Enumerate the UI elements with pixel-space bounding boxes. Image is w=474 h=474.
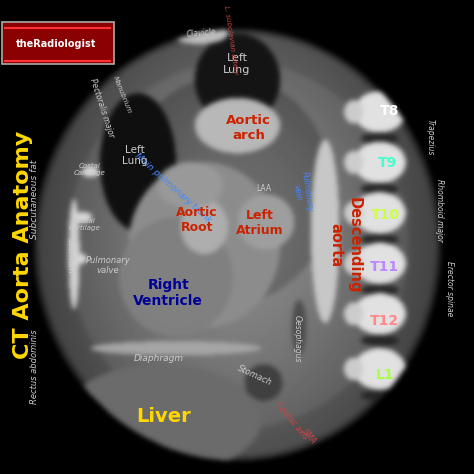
Text: T8: T8	[380, 104, 399, 118]
Text: Rectus abdominis: Rectus abdominis	[30, 329, 38, 404]
Text: L1: L1	[375, 368, 394, 383]
Text: Diaphragm: Diaphragm	[134, 354, 184, 363]
Text: Pectoralis major: Pectoralis major	[88, 77, 116, 138]
Text: Costal
Cartilage: Costal Cartilage	[73, 163, 105, 176]
Text: Trapezius: Trapezius	[426, 119, 435, 155]
Text: Liver: Liver	[136, 407, 191, 426]
Text: Aortic
arch: Aortic arch	[227, 114, 271, 142]
Text: T12: T12	[370, 313, 400, 328]
Text: Costal
Cartilage: Costal Cartilage	[69, 218, 100, 231]
Text: Stomach: Stomach	[236, 364, 273, 387]
Text: Right
Ventricle: Right Ventricle	[133, 278, 203, 308]
Text: Aortic
Root: Aortic Root	[176, 206, 218, 234]
Text: Clavicle: Clavicle	[186, 27, 217, 39]
Text: Manubrium: Manubrium	[112, 75, 133, 114]
Text: SMA: SMA	[300, 427, 318, 446]
Text: LAA: LAA	[256, 183, 271, 192]
Text: Pulmonary
valve: Pulmonary valve	[86, 256, 130, 275]
FancyBboxPatch shape	[2, 22, 114, 64]
Text: Rhomboid major: Rhomboid major	[436, 179, 444, 242]
Text: Left
Atrium: Left Atrium	[236, 209, 283, 237]
Text: Descending
aorta: Descending aorta	[329, 197, 361, 293]
Text: T10: T10	[370, 208, 400, 222]
Text: Left
Lung: Left Lung	[223, 53, 251, 75]
Text: Erector spinae: Erector spinae	[445, 261, 454, 316]
Text: Subcutaneous fat: Subcutaneous fat	[30, 159, 38, 239]
Text: Pulmonary
vein: Pulmonary vein	[290, 171, 315, 214]
Text: Sternum: Sternum	[66, 238, 74, 274]
Text: L. subclavian artery: L. subclavian artery	[223, 5, 239, 74]
Text: theRadiologist: theRadiologist	[16, 39, 96, 49]
Text: Left
Lung: Left Lung	[122, 145, 148, 166]
Text: T11: T11	[370, 260, 400, 274]
Text: CT Aorta Anatomy: CT Aorta Anatomy	[13, 131, 33, 359]
Text: Main pulmonary trunk: Main pulmonary trunk	[133, 151, 213, 224]
Text: Oesophagus: Oesophagus	[293, 315, 302, 363]
Text: T9: T9	[378, 156, 397, 170]
Text: Coeliac axis: Coeliac axis	[273, 401, 310, 442]
